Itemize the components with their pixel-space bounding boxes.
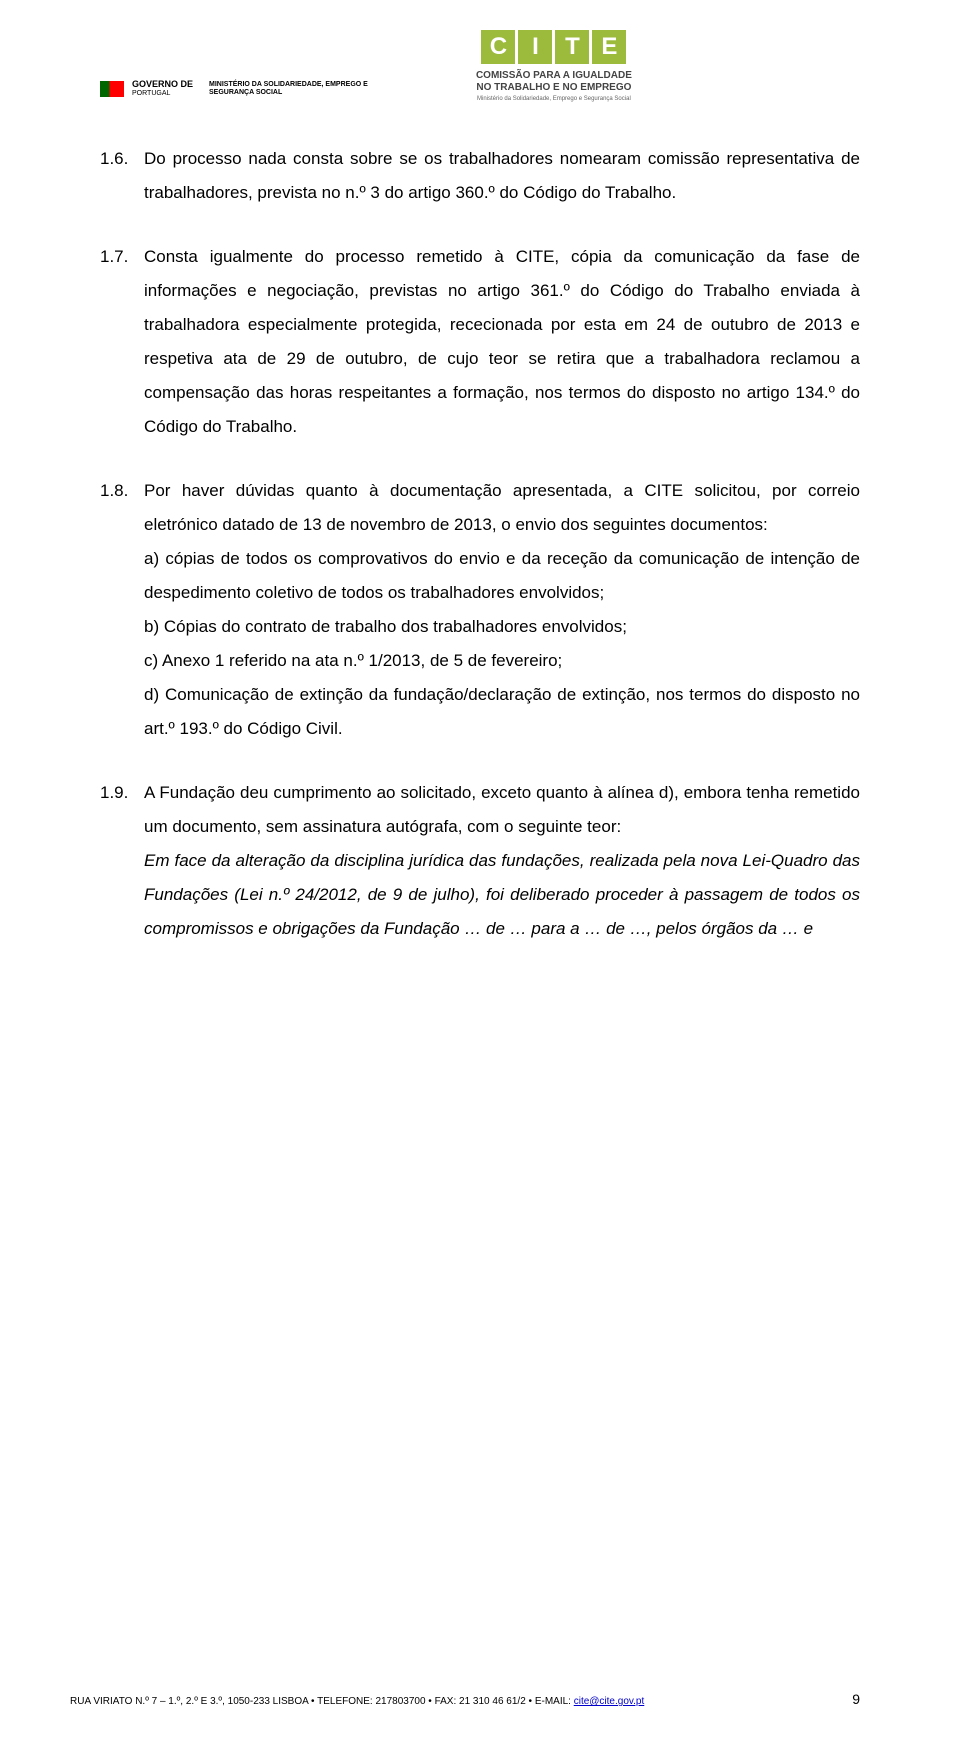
page-header: GOVERNO DE PORTUGAL MINISTÉRIO DA SOLIDA…	[100, 30, 860, 102]
ministry-line1: MINISTÉRIO DA SOLIDARIEDADE, EMPREGO E	[209, 81, 368, 89]
cite-letter-t: T	[555, 30, 589, 64]
paragraph-1-9: 1.9. A Fundação deu cumprimento ao solic…	[100, 776, 860, 946]
cite-letter-e: E	[592, 30, 626, 64]
gov-line1: GOVERNO DE	[132, 79, 193, 89]
cite-letter-i: I	[518, 30, 552, 64]
gov-name: GOVERNO DE PORTUGAL	[132, 80, 193, 98]
para-number: 1.7.	[100, 240, 144, 444]
cite-tagline: COMISSÃO PARA A IGUALDADE NO TRABALHO E …	[476, 70, 632, 94]
paragraph-1-6: 1.6. Do processo nada consta sobre se os…	[100, 142, 860, 210]
para-intro: A Fundação deu cumprimento ao solicitado…	[144, 776, 860, 844]
para-body: Por haver dúvidas quanto à documentação …	[144, 474, 860, 746]
footer-email-link[interactable]: cite@cite.gov.pt	[574, 1696, 645, 1707]
ministry-line2: SEGURANÇA SOCIAL	[209, 89, 368, 97]
cite-tag-line2: NO TRABALHO E NO EMPREGO	[476, 82, 632, 94]
cite-tag-line1: COMISSÃO PARA A IGUALDADE	[476, 70, 632, 82]
para-number: 1.9.	[100, 776, 144, 946]
cite-letter-c: C	[481, 30, 515, 64]
para-number: 1.8.	[100, 474, 144, 746]
list-item-d: d) Comunicação de extinção da fundação/d…	[144, 678, 860, 746]
cite-logo: C I T E	[481, 30, 626, 64]
list-item-c: c) Anexo 1 referido na ata n.º 1/2013, d…	[144, 644, 860, 678]
list-item-b: b) Cópias do contrato de trabalho dos tr…	[144, 610, 860, 644]
quote-text: Em face da alteração da disciplina juríd…	[144, 844, 860, 946]
paragraph-1-7: 1.7. Consta igualmente do processo remet…	[100, 240, 860, 444]
document-body: 1.6. Do processo nada consta sobre se os…	[100, 142, 860, 946]
cite-logo-block: C I T E COMISSÃO PARA A IGUALDADE NO TRA…	[476, 30, 632, 102]
para-number: 1.6.	[100, 142, 144, 210]
footer-address-block: RUA VIRIATO N.º 7 – 1.º, 2.º E 3.º, 1050…	[70, 1696, 644, 1707]
para-body: Consta igualmente do processo remetido à…	[144, 240, 860, 444]
footer-address: RUA VIRIATO N.º 7 – 1.º, 2.º E 3.º, 1050…	[70, 1696, 574, 1707]
gov-line2: PORTUGAL	[132, 90, 193, 98]
list-item-a: a) cópias de todos os comprovativos do e…	[144, 542, 860, 610]
portugal-flag-icon	[100, 81, 124, 97]
page-footer: RUA VIRIATO N.º 7 – 1.º, 2.º E 3.º, 1050…	[70, 1691, 860, 1707]
document-page: GOVERNO DE PORTUGAL MINISTÉRIO DA SOLIDA…	[0, 0, 960, 1737]
page-number: 9	[852, 1691, 860, 1707]
cite-subtitle: Ministério da Solidariedade, Emprego e S…	[476, 96, 632, 102]
paragraph-1-8: 1.8. Por haver dúvidas quanto à document…	[100, 474, 860, 746]
para-body: A Fundação deu cumprimento ao solicitado…	[144, 776, 860, 946]
gov-logo-block: GOVERNO DE PORTUGAL MINISTÉRIO DA SOLIDA…	[100, 80, 368, 98]
para-body: Do processo nada consta sobre se os trab…	[144, 142, 860, 210]
para-intro: Por haver dúvidas quanto à documentação …	[144, 474, 860, 542]
ministry-name: MINISTÉRIO DA SOLIDARIEDADE, EMPREGO E S…	[209, 81, 368, 96]
